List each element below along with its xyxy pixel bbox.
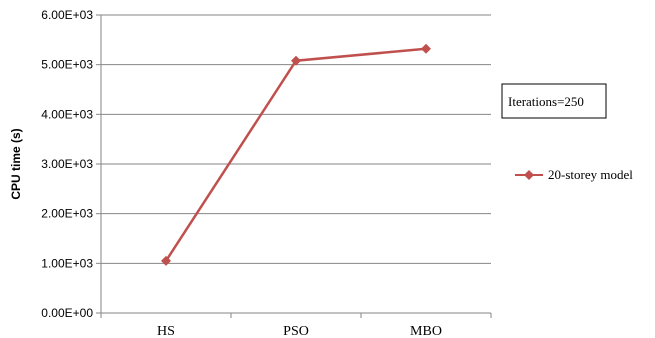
y-tick-label: 2.00E+03 bbox=[41, 207, 93, 221]
y-tick-label: 5.00E+03 bbox=[41, 58, 93, 72]
annotation-text: Iterations=250 bbox=[508, 94, 584, 109]
y-tick-label: 6.00E+03 bbox=[41, 8, 93, 22]
y-tick-label: 3.00E+03 bbox=[41, 157, 93, 171]
x-tick-labels: HS PSO MBO bbox=[157, 324, 442, 338]
y-tick-label: 1.00E+03 bbox=[41, 256, 93, 270]
x-tick-label: MBO bbox=[410, 324, 442, 338]
gridlines bbox=[101, 14, 491, 264]
annotation-frame bbox=[501, 83, 607, 119]
axes bbox=[96, 14, 492, 318]
y-axis-label: CPU time (s) bbox=[9, 128, 23, 199]
legend-diamond-marker bbox=[524, 170, 534, 180]
y-tick-label: 0.00E+00 bbox=[41, 306, 93, 320]
data-point bbox=[421, 43, 431, 54]
data-point bbox=[291, 55, 301, 66]
annotation-box: Iterations=250 bbox=[501, 83, 607, 119]
y-tick-label: 4.00E+03 bbox=[41, 107, 93, 121]
legend: 20-storey model bbox=[515, 167, 633, 182]
x-tick-label: PSO bbox=[283, 324, 309, 338]
series-line bbox=[164, 47, 427, 262]
series-layer bbox=[161, 43, 431, 266]
legend-label: 20-storey model bbox=[548, 167, 633, 182]
data-point bbox=[161, 255, 171, 266]
x-tick-label: HS bbox=[157, 324, 175, 338]
y-tick-labels: 0.00E+00 1.00E+03 2.00E+03 3.00E+03 4.00E+03… bbox=[41, 8, 93, 320]
